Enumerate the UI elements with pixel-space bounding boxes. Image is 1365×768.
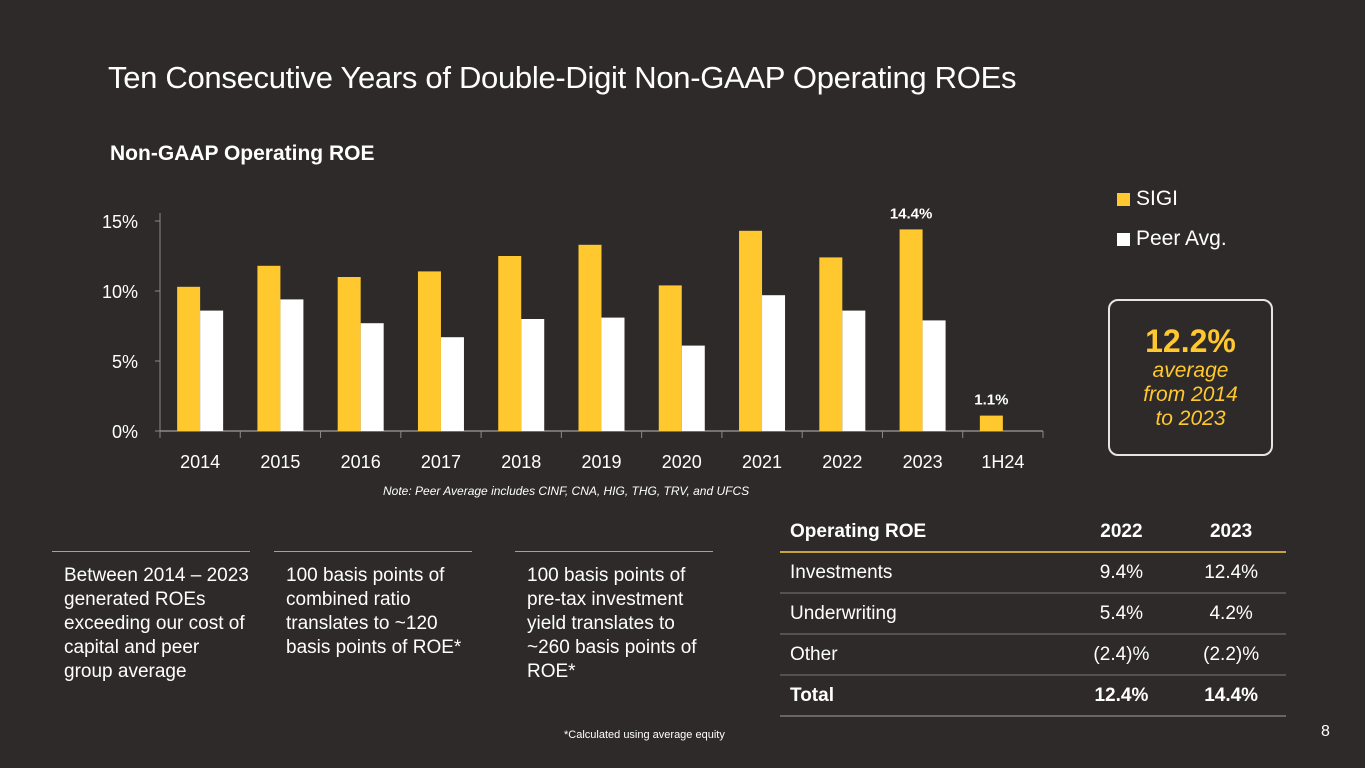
table-total-row: Total 12.4% 14.4% — [780, 675, 1286, 717]
callout-text: 100 basis points of combined ratio trans… — [286, 565, 462, 658]
bar-peer-2020 — [681, 345, 705, 431]
callout-investment-yield: 100 basis points of pre-tax investment y… — [515, 551, 713, 684]
operating-roe-table: Operating ROE 2022 2023 Investments 9.4%… — [780, 512, 1286, 717]
chart-legend: SIGI Peer Avg. — [1117, 186, 1227, 266]
callout-text: Between 2014 – 2023 generated ROEs excee… — [64, 565, 249, 682]
x-tick-label: 1H24 — [981, 452, 1024, 472]
average-roe-value: 12.2% — [1145, 323, 1236, 359]
bar-peer-2022 — [842, 310, 866, 431]
legend-label-sigi: SIGI — [1136, 187, 1179, 210]
data-labels: 14.4% 1.1% — [890, 205, 1009, 408]
y-tick-label: 15% — [102, 212, 138, 232]
bar-sigi-2014 — [177, 286, 201, 431]
cell-value: 14.4% — [1176, 675, 1286, 717]
legend-swatch-sigi — [1117, 192, 1130, 206]
average-roe-box: 12.2% average from 2014 to 2023 — [1108, 299, 1273, 456]
x-tick-label: 2017 — [421, 452, 461, 472]
cell-value: 12.4% — [1066, 675, 1177, 717]
table-row: Investments 9.4% 12.4% — [780, 552, 1286, 594]
bar-peer-2023 — [922, 320, 946, 431]
table-header-row: Operating ROE 2022 2023 — [780, 512, 1286, 553]
bar-sigi-2023 — [899, 229, 923, 431]
bar-sigi-2022 — [819, 257, 843, 431]
cell-value: 9.4% — [1066, 552, 1177, 594]
callout-text: 100 basis points of pre-tax investment y… — [527, 565, 697, 682]
slide-title: Ten Consecutive Years of Double-Digit No… — [108, 60, 1017, 95]
peer-note: Note: Peer Average includes CINF, CNA, H… — [383, 484, 750, 498]
table-row: Underwriting 5.4% 4.2% — [780, 593, 1286, 635]
bar-sigi-2018 — [498, 256, 522, 431]
y-tick-label: 10% — [102, 282, 138, 302]
bar-peer-2017 — [440, 337, 464, 431]
row-label: Total — [780, 675, 1067, 717]
y-axis: 0% 5% 10% 15% — [102, 212, 161, 442]
bar-peer-2015 — [280, 299, 304, 431]
callout-roe-exceeding: Between 2014 – 2023 generated ROEs excee… — [52, 551, 250, 684]
callout-divider — [274, 551, 472, 552]
page-number: 8 — [1321, 723, 1330, 740]
legend-item-peer: Peer Avg. — [1117, 226, 1227, 252]
bar-sigi-1h24 — [979, 415, 1003, 431]
x-axis: 2014 2015 2016 2017 2018 2019 2020 2021 2022 2023… — [159, 430, 1044, 472]
callout-combined-ratio: 100 basis points of combined ratio trans… — [274, 551, 472, 660]
legend-item-sigi: SIGI — [1117, 186, 1227, 212]
cell-value: 5.4% — [1066, 593, 1177, 635]
bar-sigi-2017 — [417, 271, 441, 431]
legend-label-peer: Peer Avg. — [1136, 227, 1227, 250]
callout-divider — [52, 551, 250, 552]
bar-sigi-2016 — [337, 277, 361, 431]
x-tick-label: 2020 — [662, 452, 702, 472]
cell-value: 12.4% — [1176, 552, 1286, 594]
x-tick-label: 2019 — [581, 452, 621, 472]
table-header: 2023 — [1176, 512, 1286, 553]
legend-swatch-peer — [1117, 232, 1130, 246]
data-label-1h24: 1.1% — [974, 392, 1008, 409]
y-tick-label: 5% — [112, 352, 138, 372]
bar-sigi-2015 — [257, 265, 281, 431]
chart-title: Non-GAAP Operating ROE — [110, 142, 375, 165]
x-tick-label: 2018 — [501, 452, 541, 472]
bars — [177, 229, 1003, 431]
cell-value: (2.4)% — [1066, 634, 1177, 676]
row-label: Other — [780, 634, 1067, 676]
x-tick-label: 2016 — [341, 452, 381, 472]
bar-peer-2016 — [360, 323, 384, 431]
bar-sigi-2019 — [578, 244, 602, 431]
x-tick-label: 2015 — [260, 452, 300, 472]
table-row: Other (2.4)% (2.2)% — [780, 634, 1286, 676]
average-roe-line-2: from 2014 — [1143, 383, 1238, 406]
row-label: Underwriting — [780, 593, 1067, 635]
bar-sigi-2021 — [739, 230, 763, 431]
table-header: Operating ROE — [780, 512, 1067, 553]
cell-value: (2.2)% — [1176, 634, 1286, 676]
x-tick-label: 2022 — [822, 452, 862, 472]
row-label: Investments — [780, 552, 1067, 594]
x-tick-label: 2023 — [903, 452, 943, 472]
callout-divider — [515, 551, 713, 552]
y-tick-label: 0% — [112, 422, 138, 442]
table-header: 2022 — [1066, 512, 1177, 553]
x-tick-label: 2014 — [180, 452, 220, 472]
bar-peer-2014 — [200, 310, 224, 431]
bar-sigi-2020 — [658, 285, 682, 431]
bar-peer-2021 — [762, 295, 786, 431]
average-roe-line-1: average — [1152, 359, 1229, 382]
x-tick-label: 2021 — [742, 452, 782, 472]
bar-peer-2018 — [521, 319, 545, 431]
average-roe-line-3: to 2023 — [1155, 407, 1226, 430]
data-label-2023: 14.4% — [890, 205, 933, 222]
footnote: *Calculated using average equity — [564, 729, 725, 741]
cell-value: 4.2% — [1176, 593, 1286, 635]
bar-peer-2019 — [601, 317, 625, 431]
